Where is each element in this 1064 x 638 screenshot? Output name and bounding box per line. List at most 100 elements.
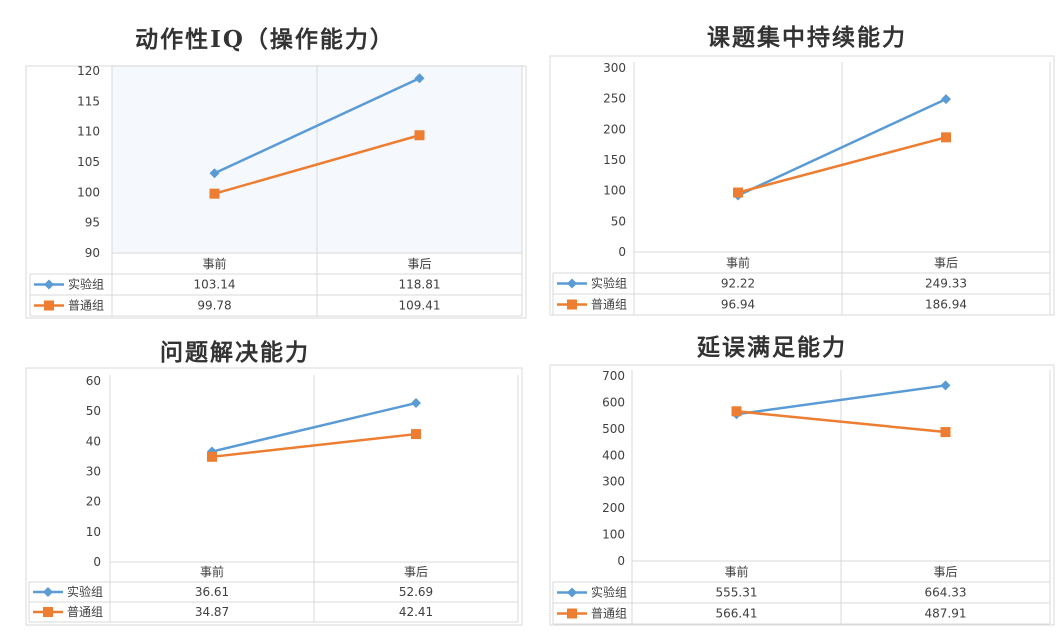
chart-title: 动作性IQ（操作能力） (135, 26, 395, 53)
data-point-marker (411, 429, 421, 440)
y-tick-label: 300 (602, 475, 625, 489)
series-line (737, 136, 947, 194)
series-line (737, 97, 947, 197)
y-tick-label: 100 (77, 185, 100, 199)
legend-marker-icon (43, 587, 53, 597)
legend-label: 普通组 (68, 299, 104, 313)
y-tick-label: 115 (77, 94, 100, 108)
category-label: 事后 (934, 256, 958, 270)
legend-label: 普通组 (591, 607, 627, 621)
legend-label: 普通组 (591, 298, 627, 312)
legend-marker-icon (567, 278, 577, 289)
data-point-marker (940, 427, 951, 438)
data-point-marker (731, 406, 742, 417)
table-value: 99.78 (197, 299, 231, 313)
table-value: 92.22 (721, 277, 755, 291)
legend-marker-icon (44, 300, 54, 311)
y-tick-label: 20 (86, 495, 101, 509)
table-value: 664.33 (925, 586, 967, 600)
chart-title: 延误满足能力 (697, 334, 847, 361)
data-point-marker (414, 130, 425, 141)
category-label: 事后 (933, 565, 957, 579)
category-label: 事前 (202, 256, 226, 271)
y-tick-label: 200 (603, 122, 626, 136)
chart-panel-problem-solving: 问题解决能力 0 10 20 30 40 50 60 事前 事后 实验组 36.61 52.69 普通组… (0, 320, 530, 638)
y-tick-label: 200 (602, 501, 625, 515)
y-tick-label: 500 (602, 422, 625, 436)
data-point-marker (209, 188, 220, 199)
legend-label: 普通组 (67, 605, 103, 619)
legend-marker-icon (567, 608, 577, 619)
category-label: 事前 (724, 564, 748, 579)
chart-title: 问题解决能力 (160, 339, 310, 366)
table-value: 96.94 (721, 298, 755, 312)
legend-label: 实验组 (591, 585, 627, 600)
table-value: 118.81 (399, 278, 441, 292)
data-point-marker (207, 451, 217, 462)
data-point-marker (940, 380, 951, 391)
table-value: 52.69 (399, 585, 433, 599)
chart-panel-task-concentration: 课题集中持续能力 0 50 100 150 200 250 300 事前 事后 实验组 92.22 2… (530, 0, 1064, 320)
y-tick-label: 95 (85, 216, 100, 230)
table-value: 36.61 (195, 585, 229, 599)
series-line (736, 410, 946, 434)
table-value: 34.87 (195, 605, 229, 619)
y-tick-label: 400 (602, 448, 625, 462)
legend-marker-icon (44, 279, 54, 290)
table-value: 186.94 (925, 298, 967, 312)
y-tick-label: 300 (603, 61, 626, 75)
category-label: 事后 (407, 257, 431, 271)
series-line (213, 77, 421, 175)
legend-marker-icon (43, 607, 53, 617)
y-tick-label: 0 (618, 245, 626, 259)
y-tick-label: 600 (602, 395, 625, 409)
y-tick-label: 40 (86, 434, 101, 448)
y-tick-label: 250 (603, 92, 626, 106)
data-point-marker (411, 398, 421, 409)
y-tick-label: 0 (93, 555, 101, 569)
chart-frame (25, 367, 523, 626)
legend-label: 实验组 (67, 584, 103, 599)
chart-title: 课题集中持续能力 (707, 24, 907, 51)
y-tick-label: 100 (602, 528, 625, 542)
series-line (736, 384, 946, 416)
y-tick-label: 150 (603, 153, 626, 167)
table-value: 103.14 (194, 278, 236, 292)
y-tick-label: 50 (611, 214, 626, 228)
data-point-marker (733, 187, 743, 198)
y-tick-label: 120 (77, 64, 100, 78)
data-point-marker (209, 168, 220, 179)
chart-frame (25, 65, 527, 319)
legend-label: 实验组 (68, 277, 104, 292)
y-tick-label: 10 (86, 525, 101, 539)
category-label: 事后 (404, 565, 428, 579)
legend-marker-icon (567, 587, 577, 598)
y-tick-label: 105 (77, 155, 100, 169)
table-value: 249.33 (925, 277, 967, 291)
y-tick-label: 0 (617, 554, 625, 568)
legend-marker-icon (567, 299, 577, 310)
y-tick-label: 60 (86, 374, 101, 388)
table-value: 555.31 (716, 586, 758, 600)
y-tick-label: 110 (77, 125, 100, 139)
data-point-marker (941, 132, 951, 143)
series-line (211, 432, 417, 459)
y-tick-label: 90 (85, 246, 100, 260)
legend-label: 实验组 (591, 276, 627, 291)
series-line (211, 401, 417, 453)
table-value: 109.41 (399, 299, 441, 313)
y-tick-label: 50 (86, 404, 101, 418)
table-value: 487.91 (925, 607, 967, 621)
data-point-marker (414, 73, 425, 84)
data-point-marker (941, 94, 951, 105)
category-label: 事前 (726, 255, 750, 270)
table-value: 42.41 (399, 605, 433, 619)
